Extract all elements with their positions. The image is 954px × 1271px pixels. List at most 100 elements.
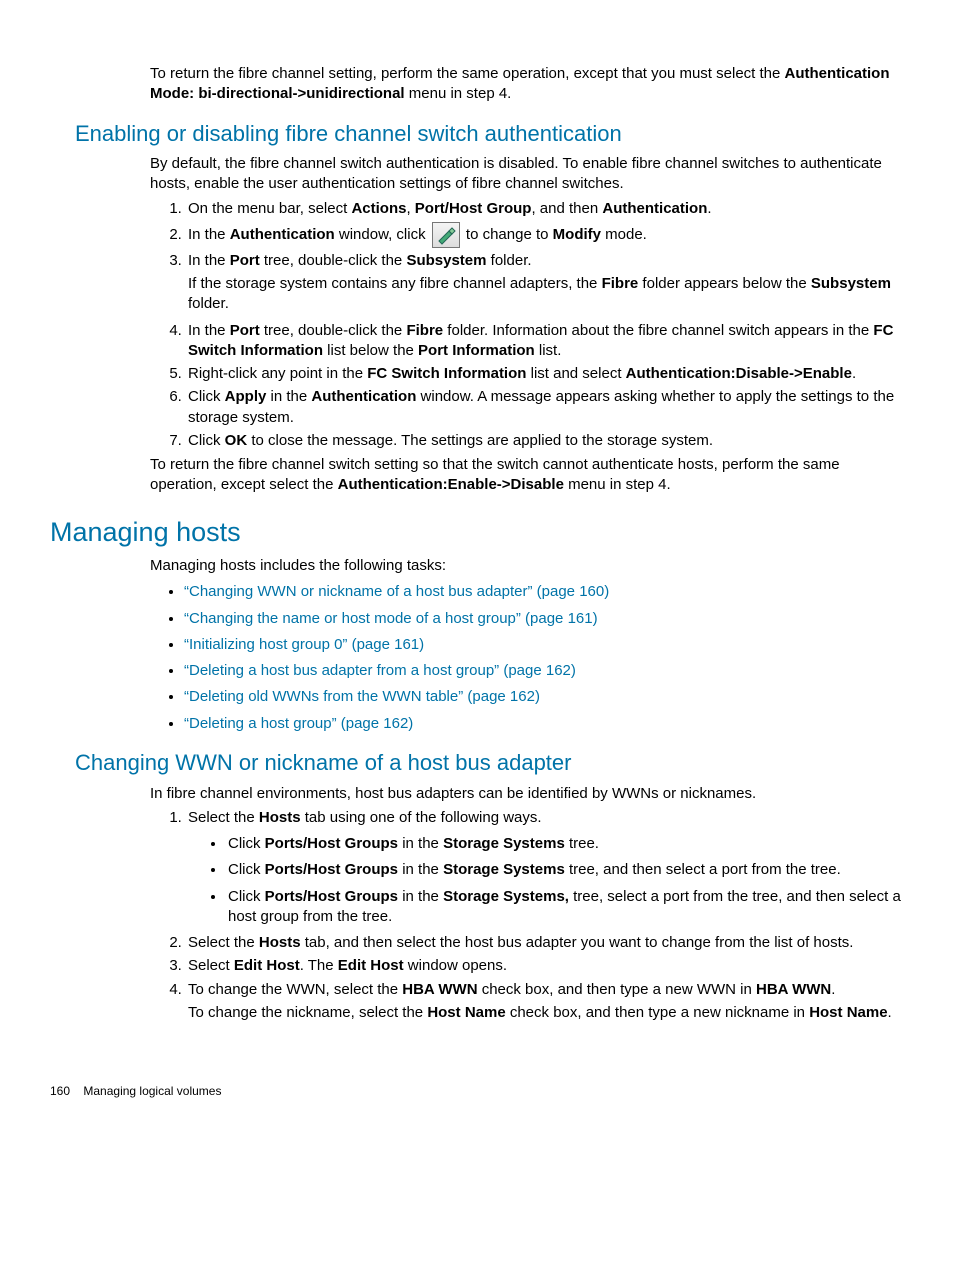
text: . The [300, 957, 338, 974]
text: to close the message. The settings are a… [247, 432, 713, 449]
bold: Authentication [230, 226, 335, 243]
text: check box, and then type a new WWN in [478, 981, 756, 998]
bold: Port [230, 252, 260, 269]
sec1-steps: On the menu bar, select Actions, Port/Ho… [150, 199, 904, 452]
text: check box, and then type a new nickname … [506, 1004, 810, 1021]
bold: Ports/Host Groups [265, 835, 398, 852]
text: list and select [526, 365, 625, 382]
step-4: To change the WWN, select the HBA WWN ch… [186, 980, 904, 1024]
text: mode. [601, 226, 647, 243]
step-5: Right-click any point in the FC Switch I… [186, 364, 904, 384]
bold: Port [230, 322, 260, 339]
text: Click [188, 432, 225, 449]
text: folder. [188, 295, 229, 312]
step-2: In the Authentication window, click to c… [186, 222, 904, 248]
bold: Hosts [259, 934, 301, 951]
step-3: In the Port tree, double-click the Subsy… [186, 251, 904, 315]
text: list below the [323, 342, 418, 359]
bold: Storage Systems [443, 861, 565, 878]
text: menu in step 4. [564, 476, 671, 493]
link-delete-old-wwn[interactable]: “Deleting old WWNs from the WWN table” (… [184, 688, 540, 705]
sec2-intro: Managing hosts includes the following ta… [150, 556, 904, 576]
bold: Edit Host [234, 957, 300, 974]
list-item: “Initializing host group 0” (page 161) [184, 635, 904, 655]
text: tab using one of the following ways. [301, 809, 542, 826]
text: tree, and then select a port from the tr… [565, 861, 841, 878]
text: . [888, 1004, 892, 1021]
text: folder appears below the [638, 275, 811, 292]
bold: Ports/Host Groups [265, 861, 398, 878]
list-item: Click Ports/Host Groups in the Storage S… [226, 860, 904, 880]
text: If the storage system contains any fibre… [188, 275, 602, 292]
bold: HBA WWN [756, 981, 831, 998]
bold: Port Information [418, 342, 535, 359]
page-number: 160 [50, 1083, 70, 1099]
text: Right-click any point in the [188, 365, 367, 382]
step-4-note: To change the nickname, select the Host … [188, 1003, 904, 1023]
bold: HBA WWN [402, 981, 477, 998]
heading-managing-hosts: Managing hosts [50, 514, 904, 550]
task-link-list: “Changing WWN or nickname of a host bus … [150, 582, 904, 734]
sec1-intro: By default, the fibre channel switch aut… [150, 154, 904, 195]
text: To change the nickname, select the [188, 1004, 427, 1021]
heading-change-wwn-nickname: Changing WWN or nickname of a host bus a… [75, 748, 904, 778]
sec1-outro: To return the fibre channel switch setti… [150, 455, 904, 496]
link-init-hg0[interactable]: “Initializing host group 0” (page 161) [184, 636, 424, 653]
link-delete-hba[interactable]: “Deleting a host bus adapter from a host… [184, 662, 576, 679]
text: On the menu bar, select [188, 200, 351, 217]
text: , and then [531, 200, 602, 217]
bold: Storage Systems [443, 835, 565, 852]
link-change-name-mode[interactable]: “Changing the name or host mode of a hos… [184, 610, 598, 627]
page-footer: 160 Managing logical volumes [50, 1083, 904, 1099]
text: folder. Information about the fibre chan… [443, 322, 873, 339]
intro-paragraph: To return the fibre channel setting, per… [150, 64, 904, 105]
bold: Authentication:Enable->Disable [338, 476, 564, 493]
text: in the [266, 388, 311, 405]
sec3-steps: Select the Hosts tab using one of the fo… [150, 808, 904, 1023]
text: To change the WWN, select the [188, 981, 402, 998]
bold: Subsystem [811, 275, 891, 292]
text: list. [535, 342, 562, 359]
bold: Port/Host Group [415, 200, 532, 217]
list-item: Click Ports/Host Groups in the Storage S… [226, 887, 904, 928]
text: Click [228, 888, 265, 905]
bold: Hosts [259, 809, 301, 826]
bold: FC Switch Information [367, 365, 526, 382]
bold: Host Name [427, 1004, 505, 1021]
bold: Host Name [809, 1004, 887, 1021]
step-6: Click Apply in the Authentication window… [186, 387, 904, 428]
bold: Fibre [602, 275, 639, 292]
list-item: “Deleting a host group” (page 162) [184, 714, 904, 734]
list-item: “Changing the name or host mode of a hos… [184, 609, 904, 629]
text: . [831, 981, 835, 998]
link-delete-hg[interactable]: “Deleting a host group” (page 162) [184, 715, 413, 732]
footer-title: Managing logical volumes [83, 1084, 221, 1098]
step-7: Click OK to close the message. The setti… [186, 431, 904, 451]
bold: Ports/Host Groups [265, 888, 398, 905]
bold: Authentication [602, 200, 707, 217]
text: tree, double-click the [260, 322, 407, 339]
bold: Authentication:Disable->Enable [626, 365, 852, 382]
sub-options: Click Ports/Host Groups in the Storage S… [188, 834, 904, 927]
list-item: “Changing WWN or nickname of a host bus … [184, 582, 904, 602]
text: in the [398, 888, 443, 905]
bold: Fibre [406, 322, 443, 339]
text: Select [188, 957, 234, 974]
text: window opens. [404, 957, 507, 974]
step-1: Select the Hosts tab using one of the fo… [186, 808, 904, 927]
bold: Actions [351, 200, 406, 217]
list-item: “Deleting old WWNs from the WWN table” (… [184, 687, 904, 707]
sec3-intro: In fibre channel environments, host bus … [150, 784, 904, 804]
step-4: In the Port tree, double-click the Fibre… [186, 321, 904, 362]
text: Click [188, 388, 225, 405]
bold: Edit Host [338, 957, 404, 974]
text: . [707, 200, 711, 217]
link-change-wwn[interactable]: “Changing WWN or nickname of a host bus … [184, 583, 609, 600]
text: Click [228, 861, 265, 878]
text: In the [188, 322, 230, 339]
bold: Authentication [311, 388, 416, 405]
list-item: Click Ports/Host Groups in the Storage S… [226, 834, 904, 854]
text: Select the [188, 809, 259, 826]
text: . [852, 365, 856, 382]
modify-icon [432, 222, 460, 248]
